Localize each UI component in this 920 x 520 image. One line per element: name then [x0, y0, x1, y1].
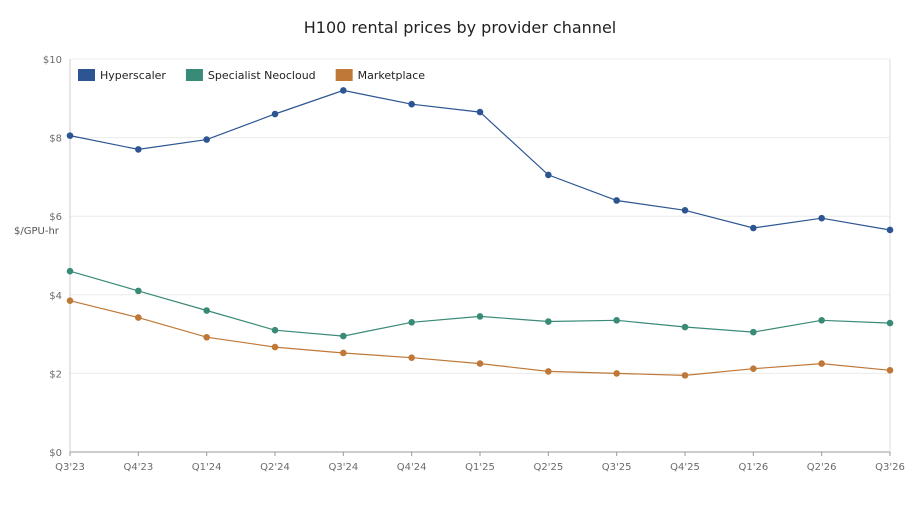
x-tick-label: Q2'24 — [260, 462, 290, 473]
x-tick-label: Q3'23 — [55, 462, 85, 473]
legend-label-specialist-neocloud: Specialist Neocloud — [208, 69, 316, 82]
data-point-marketplace — [476, 360, 484, 367]
data-point-marketplace — [135, 314, 142, 321]
data-point-hyperscaler — [66, 132, 74, 139]
data-point-hyperscaler — [750, 224, 757, 232]
data-point-specialist-neocloud — [203, 307, 210, 314]
data-point-specialist-neocloud — [408, 319, 415, 326]
data-point-specialist-neocloud — [476, 313, 484, 320]
data-point-marketplace — [203, 333, 210, 341]
x-tick-label: Q2'25 — [533, 462, 563, 473]
x-tick-label: Q4'24 — [397, 462, 427, 473]
y-tick-label: $8 — [49, 134, 62, 145]
x-tick-label: Q3'24 — [328, 462, 358, 473]
y-tick-label: $10 — [43, 55, 62, 66]
legend-label-marketplace: Marketplace — [358, 69, 426, 82]
legend-swatch-hyperscaler — [78, 69, 95, 81]
series-line-specialist-neocloud — [69, 270, 891, 337]
legend-swatch-marketplace — [335, 69, 353, 81]
x-tick-label: Q4'23 — [123, 462, 153, 473]
x-tick-label: Q4'25 — [670, 462, 700, 473]
x-tick-label: Q3'26 — [875, 462, 905, 473]
data-point-specialist-neocloud — [66, 267, 74, 275]
data-point-hyperscaler — [886, 226, 894, 234]
data-point-marketplace — [340, 349, 347, 357]
data-point-hyperscaler — [545, 171, 552, 179]
data-point-hyperscaler — [271, 110, 279, 118]
gridlines — [70, 58, 890, 374]
axes: $0 $2 $4 $6 $8 $10 Q3'23 Q4'23 Q1'24 Q2'24 Q3'24 Q4… — [43, 55, 905, 473]
x-tick-label: Q1'26 — [738, 462, 768, 473]
x-tick-label: Q2'26 — [807, 462, 837, 473]
y-tick-label: $0 — [49, 448, 62, 459]
data-point-specialist-neocloud — [886, 319, 894, 327]
data-point-marketplace — [271, 343, 279, 351]
x-tick-label: Q3'25 — [602, 462, 632, 473]
data-point-hyperscaler — [613, 197, 620, 204]
data-point-hyperscaler — [818, 214, 825, 222]
y-tick-label: $4 — [49, 291, 62, 302]
chart-title: H100 rental prices by provider channel — [304, 18, 617, 37]
data-point-specialist-neocloud — [750, 328, 757, 336]
y-tick-label: $2 — [49, 369, 62, 380]
data-point-hyperscaler — [408, 100, 415, 108]
data-point-specialist-neocloud — [613, 317, 620, 324]
legend-label-hyperscaler: Hyperscaler — [100, 69, 166, 82]
data-point-hyperscaler — [340, 87, 347, 94]
data-point-hyperscaler — [476, 108, 484, 116]
data-point-specialist-neocloud — [681, 323, 689, 331]
legend-swatch-specialist-neocloud — [185, 69, 203, 81]
y-tick-label: $6 — [49, 212, 62, 223]
data-point-marketplace — [750, 365, 757, 372]
data-point-marketplace — [681, 372, 689, 379]
data-point-specialist-neocloud — [135, 287, 142, 295]
x-tick-label: Q1'25 — [465, 462, 495, 473]
data-point-marketplace — [613, 370, 620, 377]
data-point-marketplace — [408, 354, 415, 361]
data-point-marketplace — [66, 297, 74, 304]
data-point-hyperscaler — [203, 136, 210, 143]
x-tick-label: Q1'24 — [192, 462, 222, 473]
data-point-specialist-neocloud — [340, 332, 347, 340]
data-point-specialist-neocloud — [818, 317, 825, 324]
data-point-hyperscaler — [135, 146, 142, 153]
data-point-specialist-neocloud — [271, 326, 279, 334]
data-point-marketplace — [545, 368, 552, 375]
data-point-marketplace — [818, 360, 825, 367]
legend: Hyperscaler Specialist Neocloud Marketplac… — [78, 69, 425, 82]
data-point-hyperscaler — [681, 207, 689, 214]
data-point-marketplace — [886, 366, 894, 374]
series-lines — [66, 87, 894, 379]
y-axis-label: $/GPU-hr — [14, 226, 60, 237]
data-point-specialist-neocloud — [545, 318, 552, 325]
